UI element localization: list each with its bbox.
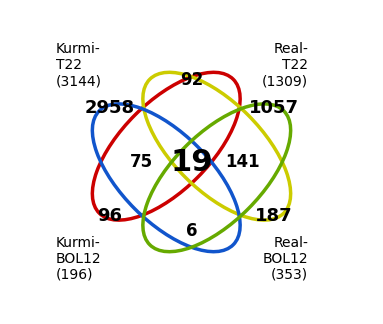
Text: Real-
BOL12
(353): Real- BOL12 (353) (263, 236, 308, 282)
Text: 96: 96 (97, 207, 122, 225)
Text: Real-
T22
(1309): Real- T22 (1309) (262, 42, 308, 88)
Text: 2958: 2958 (84, 99, 134, 117)
Text: Kurmi-
T22
(3144): Kurmi- T22 (3144) (56, 42, 102, 88)
Text: 141: 141 (225, 153, 259, 171)
Text: 75: 75 (129, 153, 152, 171)
Text: 92: 92 (180, 71, 203, 89)
Text: Kurmi-
BOL12
(196): Kurmi- BOL12 (196) (56, 236, 101, 282)
Text: 6: 6 (186, 223, 197, 240)
Text: 1057: 1057 (249, 99, 299, 117)
Text: 19: 19 (170, 147, 213, 177)
Text: 187: 187 (255, 207, 292, 225)
